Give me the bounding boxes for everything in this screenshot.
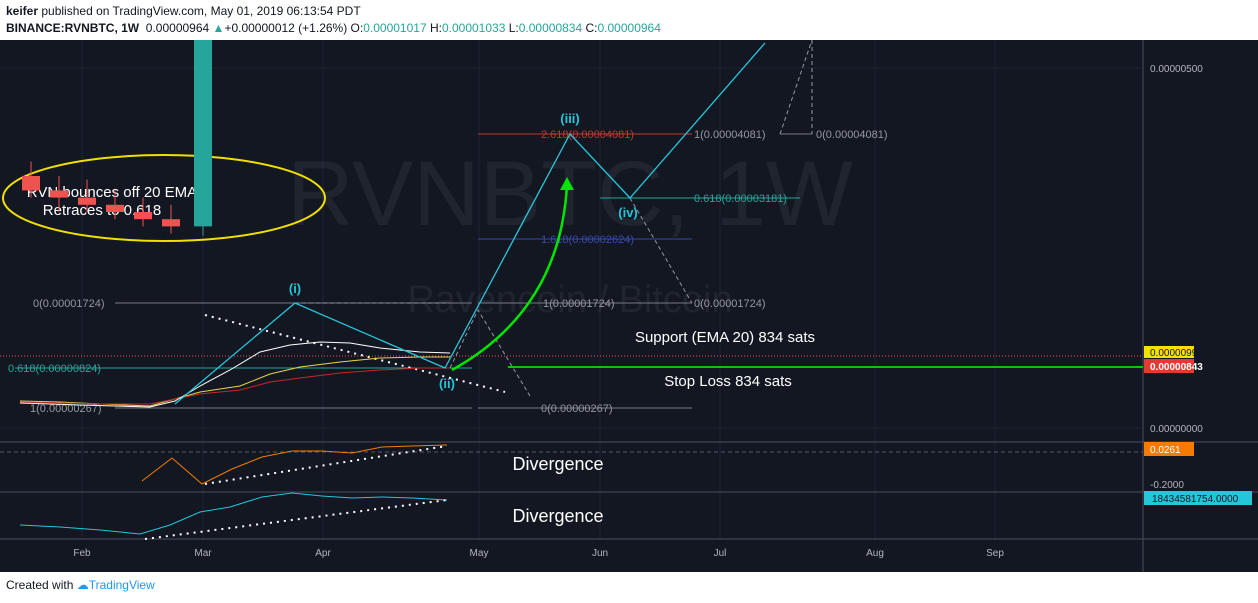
projection-dashed-a[interactable] bbox=[449, 308, 531, 397]
x-tick-label: Mar bbox=[194, 548, 212, 559]
fib-label-left-618: 0.618(0.00000824) bbox=[8, 363, 101, 375]
high-label: H: bbox=[429, 21, 442, 35]
wave-label-ii: (ii) bbox=[439, 376, 455, 391]
obv-divergence-line[interactable] bbox=[144, 499, 448, 540]
ema-red bbox=[19, 367, 450, 405]
last-price-badge bbox=[1144, 359, 1194, 373]
candle-body[interactable] bbox=[78, 197, 96, 205]
wave-label-iii: (iii) bbox=[560, 111, 580, 126]
watermark-name: Ravencoin / Bitcoin bbox=[407, 279, 732, 321]
x-tick-label: May bbox=[470, 548, 489, 559]
author-name[interactable]: keifer bbox=[6, 4, 39, 18]
obv-badge-text: 18434581754.0000 bbox=[1152, 494, 1239, 505]
chart-canvas[interactable]: RVNBTC, 1W Ravencoin / Bitcoin RVN bounc… bbox=[0, 40, 1258, 572]
up-triangle-icon: ▲ bbox=[212, 21, 225, 35]
open-value: 0.00001017 bbox=[363, 21, 427, 35]
wave-label-i: (i) bbox=[289, 281, 301, 296]
obv-badge bbox=[1144, 491, 1252, 505]
watermark-symbol: RVNBTC, 1W bbox=[287, 143, 853, 245]
projection-dashed-c[interactable] bbox=[779, 40, 813, 135]
low-value: 0.00000834 bbox=[518, 21, 583, 35]
wave-label-iv: (iv) bbox=[618, 205, 638, 220]
open-label: O: bbox=[350, 21, 364, 35]
ema-white bbox=[19, 341, 451, 408]
y-tick-label: 0.00000000 bbox=[1150, 424, 1203, 435]
candle-body[interactable] bbox=[50, 190, 68, 198]
last-price-text: 0.00000843 bbox=[1150, 362, 1203, 373]
green-arrow-head bbox=[560, 177, 574, 190]
tradingview-logo-icon[interactable]: ☁ bbox=[76, 578, 89, 592]
trendline-dotted[interactable] bbox=[204, 314, 506, 393]
low-label: L: bbox=[508, 21, 519, 35]
oscillator-line bbox=[141, 444, 448, 485]
green-arrow-curve[interactable] bbox=[451, 184, 569, 372]
support-label: Support (EMA 20) 834 sats bbox=[635, 329, 815, 346]
tradingview-link[interactable]: TradingView bbox=[88, 578, 155, 592]
obv-line bbox=[19, 492, 448, 535]
high-value: 0.00001033 bbox=[441, 21, 506, 35]
fib-label-left-bottom: 1(0.00000267) bbox=[30, 403, 102, 415]
fib-label-right-0b: 0(0.00001724) bbox=[694, 298, 766, 310]
ellipse-text-2: Retraces to 0.618 bbox=[43, 202, 161, 219]
osc-badge bbox=[1144, 442, 1194, 456]
symbol-name: BINANCE:RVNBTC, 1W bbox=[6, 21, 140, 35]
divergence-label-1: Divergence bbox=[512, 454, 603, 474]
stop-loss-label: Stop Loss 834 sats bbox=[664, 373, 792, 390]
fib-label-left-top: 0(0.00001724) bbox=[33, 298, 105, 310]
footer: Created with ☁TradingView bbox=[6, 578, 155, 592]
price-axis[interactable]: 0.000000000.000005000.000010000.00001500… bbox=[1150, 40, 1203, 435]
fib-label-1618: 1.618(0.00002624) bbox=[541, 234, 634, 246]
osc-badge-text: 0.0261 bbox=[1150, 445, 1181, 456]
projection-dashed-b[interactable] bbox=[629, 197, 693, 304]
candle-body[interactable] bbox=[22, 176, 40, 191]
elliott-wave-path[interactable] bbox=[174, 42, 766, 405]
time-axis[interactable]: Feb Mar Apr May Jun Jul Aug Sep bbox=[73, 548, 1004, 559]
fib-label-right-0: 0(0.00004081) bbox=[816, 129, 888, 141]
grid bbox=[0, 40, 1143, 539]
created-with-text: Created with bbox=[6, 578, 74, 592]
osc-axis-label: -0.2000 bbox=[1150, 480, 1184, 491]
fib-label-2618: 2.618(0.00004081) bbox=[541, 129, 634, 141]
ellipse-text-1: RVN bounces off 20 EMA bbox=[27, 184, 197, 201]
last-price: 0.00000964 bbox=[145, 21, 210, 35]
candles bbox=[22, 40, 212, 236]
y-tick-label: 0.00000500 bbox=[1150, 64, 1203, 75]
ema-price-badge bbox=[1144, 346, 1194, 358]
candle-body[interactable] bbox=[162, 219, 180, 227]
highlight-ellipse[interactable] bbox=[2, 154, 326, 242]
x-tick-label: Sep bbox=[986, 548, 1004, 559]
candle-body[interactable] bbox=[134, 212, 152, 220]
symbol-info: BINANCE:RVNBTC, 1W 0.00000964 ▲+0.000000… bbox=[6, 21, 661, 35]
ema-price-text: 0.00000994 bbox=[1150, 348, 1203, 359]
x-tick-label: Jul bbox=[714, 548, 727, 559]
fib-label-right-1: 1(0.00004081) bbox=[694, 129, 766, 141]
price-change: +0.00000012 (+1.26%) bbox=[224, 21, 348, 35]
divergence-label-2: Divergence bbox=[512, 506, 603, 526]
candle-body[interactable] bbox=[106, 204, 124, 212]
publish-text: published on TradingView.com, May 01, 20… bbox=[38, 4, 361, 18]
x-tick-label: Apr bbox=[315, 548, 331, 559]
fib-label-mid-0: 0(0.00000267) bbox=[541, 403, 613, 415]
x-tick-label: Feb bbox=[73, 548, 91, 559]
fib-label-right-618: 0.618(0.00003181) bbox=[694, 193, 787, 205]
close-value: 0.00000964 bbox=[597, 21, 661, 35]
fib-label-mid-1: 1(0.00001724) bbox=[543, 298, 615, 310]
x-tick-label: Jun bbox=[592, 548, 608, 559]
candle-body[interactable] bbox=[194, 40, 212, 227]
publish-info: keifer published on TradingView.com, May… bbox=[6, 4, 361, 18]
osc-divergence-line[interactable] bbox=[204, 445, 448, 485]
close-label: C: bbox=[585, 21, 598, 35]
x-tick-label: Aug bbox=[866, 548, 884, 559]
